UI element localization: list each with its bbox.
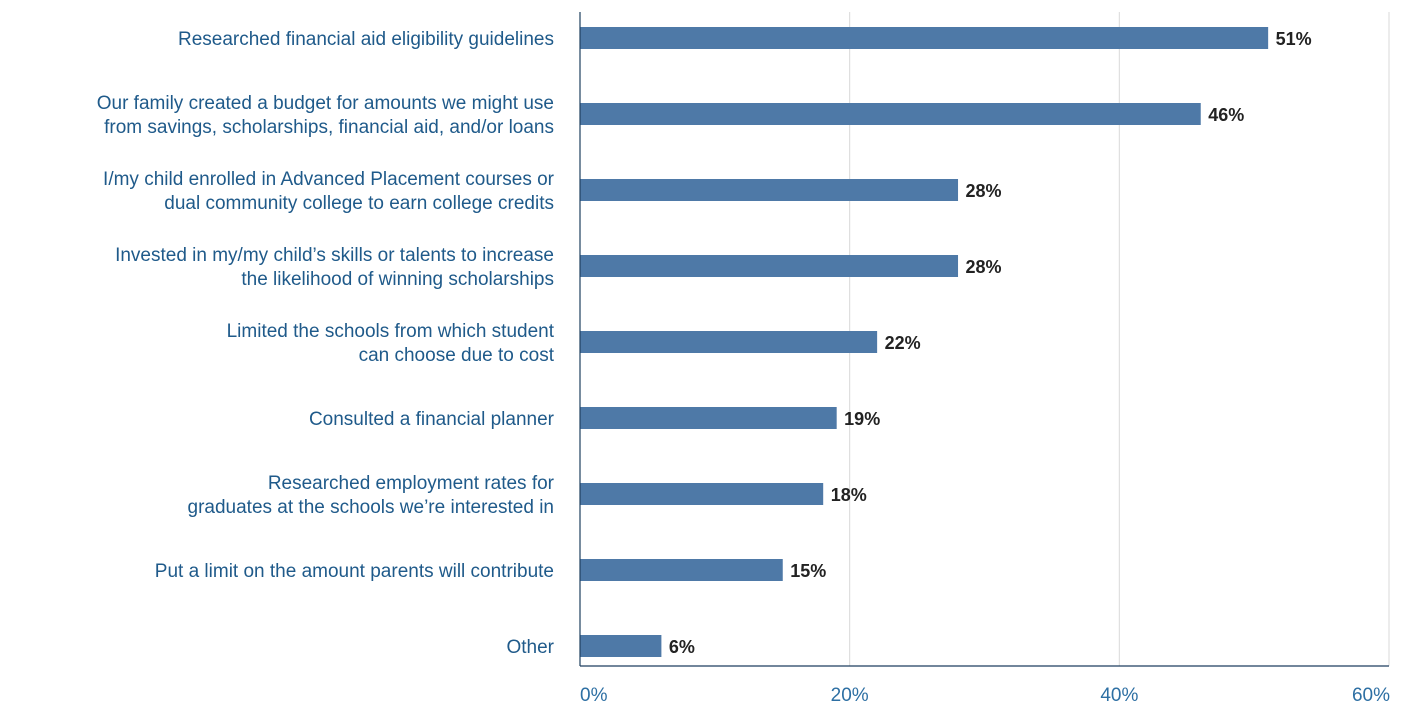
bar — [580, 179, 959, 201]
category-labels: Researched financial aid eligibility gui… — [97, 29, 555, 658]
category-label: Put a limit on the amount parents will c… — [155, 561, 554, 582]
bars — [580, 27, 1269, 657]
data-label: 22% — [885, 333, 921, 353]
category-label: Researched employment rates for graduates… — [188, 473, 555, 518]
x-tick-label: 0% — [580, 685, 608, 704]
data-label: 28% — [966, 181, 1002, 201]
x-tick-label: 20% — [831, 685, 869, 704]
bar — [580, 635, 662, 657]
value-labels: 51% 46% 28% 28% 22% 19% 18% 15% 6% — [669, 29, 1312, 657]
bar — [580, 255, 959, 277]
bar — [580, 103, 1201, 125]
data-label: 6% — [669, 637, 695, 657]
x-tick-labels: 0% 20% 40% 60% — [580, 685, 1390, 704]
bar — [580, 27, 1269, 49]
bar — [580, 483, 824, 505]
category-label: Our family created a budget for amounts … — [97, 93, 554, 138]
data-label: 51% — [1276, 29, 1312, 49]
category-label: Invested in my/my child’s skills or tale… — [115, 245, 554, 290]
category-label: I/my child enrolled in Advanced Placemen… — [103, 169, 555, 214]
data-label: 18% — [831, 485, 867, 505]
category-label: Consulted a financial planner — [309, 409, 555, 430]
bar — [580, 407, 837, 429]
data-label: 28% — [966, 257, 1002, 277]
category-label: Other — [506, 637, 554, 658]
data-label: 15% — [790, 561, 826, 581]
axes — [579, 12, 1389, 667]
data-label: 46% — [1208, 105, 1244, 125]
bar — [580, 559, 783, 581]
x-tick-label: 40% — [1100, 685, 1138, 704]
category-label: Limited the schools from which student ca… — [227, 321, 555, 366]
bar — [580, 331, 878, 353]
x-tick-label: 60% — [1352, 685, 1390, 704]
data-label: 19% — [844, 409, 880, 429]
category-label: Researched financial aid eligibility gui… — [178, 29, 554, 50]
